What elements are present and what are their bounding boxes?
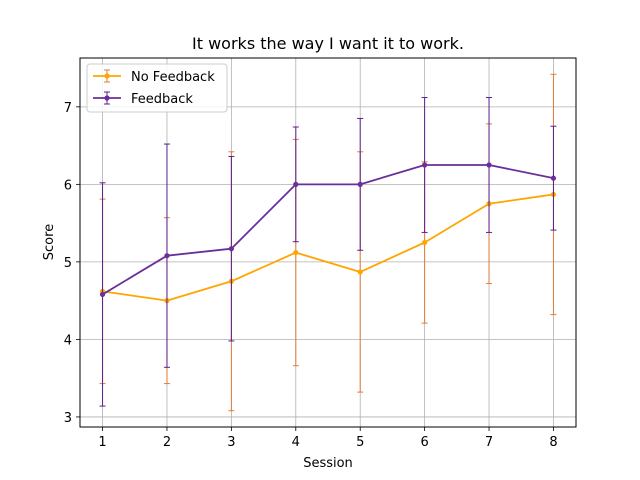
- series-feedback: [99, 97, 557, 407]
- x-tick-label: 6: [420, 435, 428, 450]
- data-point: [293, 181, 299, 187]
- series-layer: [99, 73, 557, 412]
- chart-title: It works the way I want it to work.: [192, 34, 464, 53]
- legend-box: [86, 63, 228, 113]
- y-axis-label: Score: [42, 224, 57, 260]
- x-tick-label: 2: [163, 435, 171, 450]
- plot-frame: [79, 57, 577, 428]
- legend: No Feedback Feedback: [86, 63, 228, 113]
- y-tick-label: 4: [64, 333, 72, 348]
- legend-swatch-marker: [104, 73, 110, 79]
- x-tick-label: 1: [98, 435, 106, 450]
- y-tick-label: 5: [64, 256, 72, 271]
- y-tick-label: 6: [64, 178, 72, 193]
- x-tick-label: 5: [356, 435, 364, 450]
- legend-label: Feedback: [131, 92, 193, 107]
- data-point: [422, 239, 428, 246]
- x-tick-label: 4: [292, 435, 300, 450]
- series-line: [102, 164, 554, 296]
- legend-swatch-marker: [104, 95, 110, 101]
- data-point: [486, 162, 492, 168]
- legend-label: No Feedback: [131, 70, 215, 85]
- y-tick-label: 7: [64, 101, 72, 116]
- data-point: [164, 253, 170, 259]
- data-point: [357, 269, 363, 275]
- axes: 1 2 3 4 5 6 7 8 3 4 5 6 7: [64, 101, 558, 450]
- x-tick-label: 8: [549, 435, 557, 450]
- data-point: [99, 291, 106, 298]
- x-tick-label: 7: [485, 435, 493, 450]
- data-point: [228, 246, 234, 252]
- data-point: [422, 162, 428, 168]
- data-point: [357, 181, 363, 187]
- data-point: [550, 175, 557, 181]
- x-axis-label: Session: [303, 456, 353, 471]
- series-line: [102, 193, 554, 302]
- y-tick-label: 3: [64, 411, 72, 426]
- x-tick-label: 3: [227, 435, 235, 450]
- data-point: [293, 249, 299, 256]
